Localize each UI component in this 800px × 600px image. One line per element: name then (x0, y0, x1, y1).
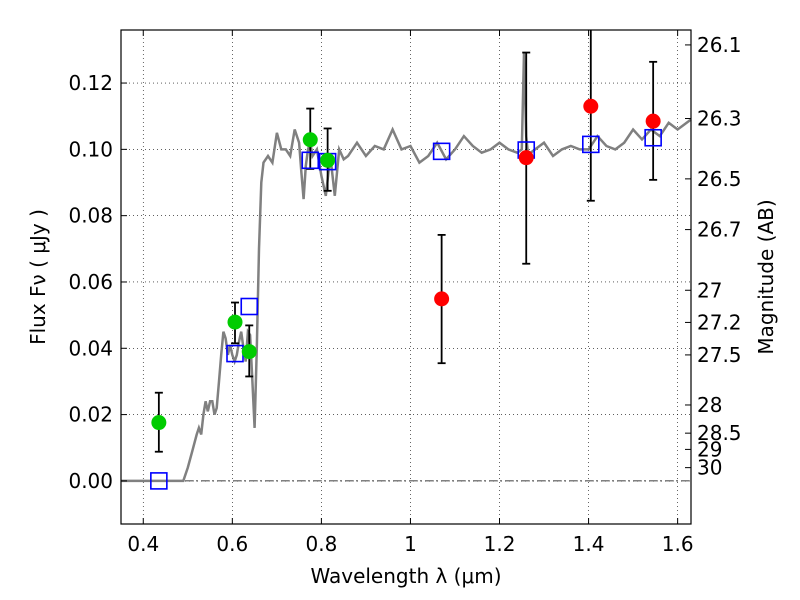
data-point (434, 291, 450, 307)
x-tick-label: 0.6 (216, 532, 248, 556)
x-tick-label: 1.4 (573, 532, 605, 556)
y-tick-label: 0.02 (68, 403, 113, 427)
data-point (241, 344, 257, 360)
x-tick-label: 1.6 (662, 532, 694, 556)
y2-axis-label: Magnitude (AB) (754, 199, 778, 354)
model-photometry-square (240, 297, 259, 316)
data-point (645, 113, 661, 129)
x-axis-ticks: 0.4 0.6 0.8 1 1.2 1.4 1.6 (127, 30, 694, 556)
x-tick-label: 1.2 (484, 532, 516, 556)
x-tick-label: 0.4 (127, 532, 159, 556)
model-spectrum-curve (121, 53, 692, 483)
y-axis-label: Flux Fν ( μJy ) (26, 209, 50, 345)
y2-tick-label: 27.5 (697, 343, 742, 367)
y-tick-label: 0.06 (68, 270, 113, 294)
y2-tick-label: 26.7 (697, 218, 742, 242)
plot-frame (120, 29, 692, 525)
y2-tick-label: 28 (697, 393, 722, 417)
model-photometry-square (301, 151, 320, 170)
model-photometry-square (582, 135, 600, 154)
model-photometry-square (644, 128, 662, 147)
y-axis-ticks: 0.00 0.02 0.04 0.06 0.08 0.10 0.12 (68, 71, 127, 493)
x-tick-label: 1 (404, 532, 417, 556)
y2-tick-label: 29 (697, 437, 722, 461)
y2-tick-label: 27 (697, 278, 722, 302)
model-photometry-square (432, 142, 451, 161)
y2-tick-label: 27.2 (697, 310, 742, 334)
y-tick-label: 0.08 (68, 204, 113, 228)
y-tick-label: 0.10 (68, 137, 113, 161)
y2-tick-label: 30 (697, 456, 722, 480)
data-point (518, 150, 534, 166)
x-tick-label: 0.8 (305, 532, 337, 556)
model-photometry-square (150, 472, 168, 490)
y2-tick-label: 26.3 (697, 107, 742, 131)
y2-tick-label: 28.5 (697, 421, 742, 445)
y-tick-label: 0.12 (68, 71, 113, 95)
data-point (302, 132, 318, 148)
model-photometry-points (150, 128, 662, 490)
x-axis-label: Wavelength λ (μm) (310, 564, 501, 588)
data-point (151, 415, 167, 431)
data-point (227, 314, 243, 330)
plot-background (121, 30, 691, 524)
y2-tick-label: 26.5 (697, 167, 742, 191)
observed-points (151, 98, 661, 431)
y-tick-label: 0.04 (68, 336, 113, 360)
y2-tick-label: 26.1 (697, 33, 742, 57)
data-point (583, 98, 599, 114)
data-point (320, 152, 336, 168)
y-tick-label: 0.00 (68, 469, 113, 493)
